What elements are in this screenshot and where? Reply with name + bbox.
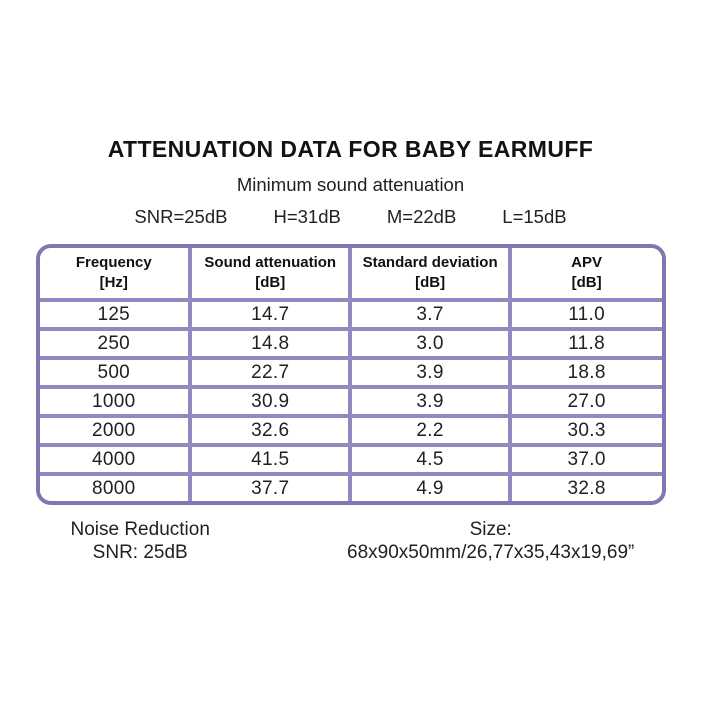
footer: Noise Reduction SNR: 25dB Size: 68x90x50… [0,518,701,564]
snr-value: SNR=25dB [134,206,228,227]
table-row: 500 22.7 3.9 18.8 [39,356,662,389]
attenuation-table-wrapper: Frequency [Hz] Sound attenuation [dB] St… [35,244,666,505]
frequency-cell: 2000 [39,414,193,447]
frequency-cell: 4000 [39,443,193,476]
frequency-cell: 250 [39,327,193,360]
high-attenuation-value: H=31dB [273,206,341,227]
page-title: ATTENUATION DATA FOR BABY EARMUFF [107,136,594,162]
column-header-apv: APV [dB] [507,248,662,302]
noise-reduction-value: SNR: 25dB [92,542,188,564]
sound-attenuation-cell: 14.8 [188,327,353,360]
column-header-unit: [dB] [255,273,286,291]
standard-deviation-cell: 3.9 [348,385,512,418]
snr-summary-line: SNR=25dB H=31dB M=22dB L=15dB [0,206,701,228]
frequency-cell: 500 [39,356,193,389]
column-header-unit: [Hz] [99,273,128,291]
apv-cell: 27.0 [507,385,662,418]
sound-attenuation-cell: 32.6 [188,414,353,447]
size-block: Size: 68x90x50mm/26,77x35,43x19,69” [280,518,701,564]
frequency-cell: 125 [39,298,193,331]
table-row: 125 14.7 3.7 11.0 [39,298,662,331]
noise-reduction-block: Noise Reduction SNR: 25dB [0,518,280,564]
apv-cell: 30.3 [507,414,662,447]
table-row: 2000 32.6 2.2 30.3 [39,414,662,447]
apv-cell: 37.0 [507,443,662,476]
apv-cell: 32.8 [507,472,662,501]
medium-attenuation-value: M=22dB [386,206,457,227]
column-header-standard-deviation: Standard deviation [dB] [348,248,512,302]
standard-deviation-cell: 4.5 [348,443,512,476]
sound-attenuation-cell: 30.9 [188,385,353,418]
table-row: 250 14.8 3.0 11.8 [39,327,662,360]
column-header-sound-attenuation: Sound attenuation [dB] [188,248,353,302]
standard-deviation-cell: 3.9 [348,356,512,389]
apv-cell: 11.8 [507,327,662,360]
table-row: 1000 30.9 3.9 27.0 [39,385,662,418]
frequency-cell: 1000 [39,385,193,418]
table-row: 8000 37.7 4.9 32.8 [39,472,662,501]
standard-deviation-cell: 3.7 [348,298,512,331]
sound-attenuation-cell: 22.7 [188,356,353,389]
size-label: Size: [469,519,512,540]
column-header-label: Sound attenuation [204,254,337,271]
column-header-unit: [dB] [415,273,446,291]
column-header-label: APV [571,254,603,271]
table-header-row: Frequency [Hz] Sound attenuation [dB] St… [39,248,662,302]
sound-attenuation-cell: 41.5 [188,443,353,476]
table-row: 4000 41.5 4.5 37.0 [39,443,662,476]
column-header-label: Frequency [75,254,152,271]
noise-reduction-label: Noise Reduction [70,519,210,540]
apv-cell: 18.8 [507,356,662,389]
subtitle: Minimum sound attenuation [236,174,465,195]
column-header-unit: [dB] [571,273,602,291]
sound-attenuation-cell: 37.7 [188,472,353,501]
attenuation-table: Frequency [Hz] Sound attenuation [dB] St… [39,248,662,501]
standard-deviation-cell: 4.9 [348,472,512,501]
size-value: 68x90x50mm/26,77x35,43x19,69” [347,542,635,564]
apv-cell: 11.0 [507,298,662,331]
column-header-label: Standard deviation [362,254,498,271]
column-header-frequency: Frequency [Hz] [39,248,193,302]
low-attenuation-value: L=15dB [502,206,567,227]
standard-deviation-cell: 2.2 [348,414,512,447]
sound-attenuation-cell: 14.7 [188,298,353,331]
standard-deviation-cell: 3.0 [348,327,512,360]
frequency-cell: 8000 [39,472,193,501]
